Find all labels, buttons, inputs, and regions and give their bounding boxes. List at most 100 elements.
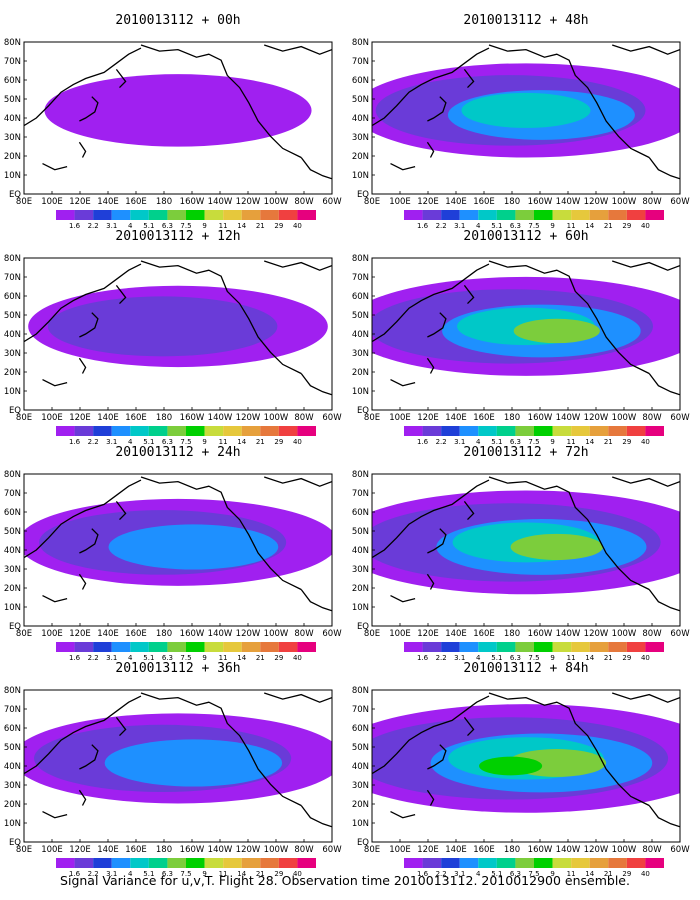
colorbar: 1.6 2.2 3.1 4 5.1 6.3 7.5 9 11 14 21 29 40 <box>404 858 664 878</box>
lon-tick-label: 80E <box>364 629 380 639</box>
coastline <box>79 528 99 554</box>
colorbar-tick-label: 6.3 <box>510 222 521 230</box>
coastline <box>115 69 127 89</box>
colorbar-swatch <box>645 426 664 436</box>
lat-tick-label: 50N <box>352 95 369 105</box>
coastline <box>488 260 650 375</box>
variance-field <box>372 474 680 626</box>
colorbar-tick-label: 11 <box>567 654 576 662</box>
colorbar-tick-label: 5.1 <box>143 438 154 446</box>
colorbar-tick-label: 29 <box>274 438 283 446</box>
colorbar-swatch <box>278 426 298 436</box>
lon-tick-label: 60W <box>322 197 342 207</box>
coastline <box>488 476 650 591</box>
lat-tick-label: 10N <box>4 387 21 397</box>
lon-tick-label: 140E <box>445 197 467 207</box>
colorbar-swatch <box>515 210 534 220</box>
coastline <box>140 44 302 159</box>
colorbar-tick-label: 5.1 <box>143 654 154 662</box>
colorbar-tick-label: 2.2 <box>88 654 99 662</box>
colorbar-swatch <box>167 426 186 436</box>
lon-tick-label: 100E <box>41 845 63 855</box>
colorbar-swatch <box>111 858 131 868</box>
lon-tick-label: 140E <box>97 413 119 423</box>
lat-tick-label: 60N <box>352 76 369 86</box>
lat-tick-label: 60N <box>352 292 369 302</box>
lat-tick-label: 70N <box>4 273 21 283</box>
lon-tick-label: 100W <box>264 413 289 423</box>
colorbar-swatch <box>223 426 242 436</box>
lon-tick-label: 100E <box>389 197 411 207</box>
colorbar-swatch <box>297 642 316 652</box>
lon-tick-label: 120E <box>417 629 439 639</box>
colorbar-swatch <box>496 642 516 652</box>
colorbar-tick-label: 4 <box>476 438 481 446</box>
coastline <box>24 695 142 775</box>
map-panel: 2010013112 + 48h 80N 70N 60N 50N 40N 30N 20N 10N… <box>352 13 690 230</box>
map-panel: 2010013112 + 00h 80N 70N 60N 50N 40N 30N 20N 10N… <box>4 13 342 230</box>
lon-tick-label: 120E <box>69 197 91 207</box>
lon-tick-label: 100E <box>41 413 63 423</box>
colorbar-swatch <box>241 642 261 652</box>
lon-tick-label: 80W <box>294 629 314 639</box>
colorbar-swatch <box>589 426 609 436</box>
coastline <box>300 805 332 828</box>
colorbar-swatch <box>404 642 423 652</box>
lon-tick-label: 100W <box>612 629 637 639</box>
lat-tick-label: 30N <box>352 565 369 575</box>
lat-tick-label: 40N <box>352 546 369 556</box>
colorbar-swatch <box>204 642 224 652</box>
lat-tick-label: 70N <box>4 489 21 499</box>
colorbar-tick-label: 11 <box>219 870 228 878</box>
coastline <box>463 69 475 89</box>
colorbar-swatch <box>571 426 590 436</box>
lon-tick-label: 80E <box>16 629 32 639</box>
colorbar-swatch <box>167 642 186 652</box>
colorbar-tick-label: 21 <box>256 654 265 662</box>
colorbar-swatch <box>130 210 149 220</box>
colorbar-tick-label: 6.3 <box>162 870 173 878</box>
colorbar-tick-label: 7.5 <box>528 222 539 230</box>
lat-tick-label: 80N <box>352 38 369 48</box>
coastline <box>390 163 416 171</box>
lon-tick-label: 60W <box>322 845 342 855</box>
lon-tick-label: 180 <box>504 197 520 207</box>
lon-tick-label: 80W <box>294 413 314 423</box>
lat-tick-label: 40N <box>4 330 21 340</box>
colorbar-swatch <box>111 426 131 436</box>
coastline <box>427 312 447 338</box>
variance-field <box>24 690 332 842</box>
lon-tick-label: 160E <box>473 197 495 207</box>
colorbar-swatch <box>645 858 664 868</box>
colorbar-swatch <box>404 858 423 868</box>
colorbar-swatch <box>441 642 460 652</box>
colorbar-tick-label: 7.5 <box>180 438 191 446</box>
colorbar-tick-label: 9 <box>202 654 206 662</box>
colorbar-tick-label: 2.2 <box>436 438 447 446</box>
colorbar-swatch <box>589 210 609 220</box>
lon-tick-label: 160E <box>473 413 495 423</box>
colorbar-tick-label: 7.5 <box>180 222 191 230</box>
variance-field <box>372 258 680 410</box>
contour-region <box>479 756 543 776</box>
colorbar-swatch <box>74 210 94 220</box>
colorbar-tick-label: 40 <box>293 654 302 662</box>
colorbar-tick-label: 11 <box>219 222 228 230</box>
colorbar-tick-label: 7.5 <box>528 654 539 662</box>
lon-tick-label: 60W <box>322 629 342 639</box>
colorbar-swatch <box>186 642 205 652</box>
colorbar-tick-label: 40 <box>293 222 302 230</box>
coastline <box>140 476 302 591</box>
colorbar-swatch <box>478 858 497 868</box>
colorbar-tick-label: 14 <box>237 870 246 878</box>
coastline <box>24 47 142 127</box>
colorbar-swatch <box>552 426 572 436</box>
colorbar-tick-label: 5.1 <box>143 870 154 878</box>
coastline <box>372 263 490 343</box>
lat-tick-label: 20N <box>352 800 369 810</box>
colorbar-swatch <box>167 210 186 220</box>
coastline <box>78 357 87 374</box>
variance-field <box>24 474 332 626</box>
colorbar-swatch <box>56 642 75 652</box>
colorbar-swatch <box>148 426 168 436</box>
